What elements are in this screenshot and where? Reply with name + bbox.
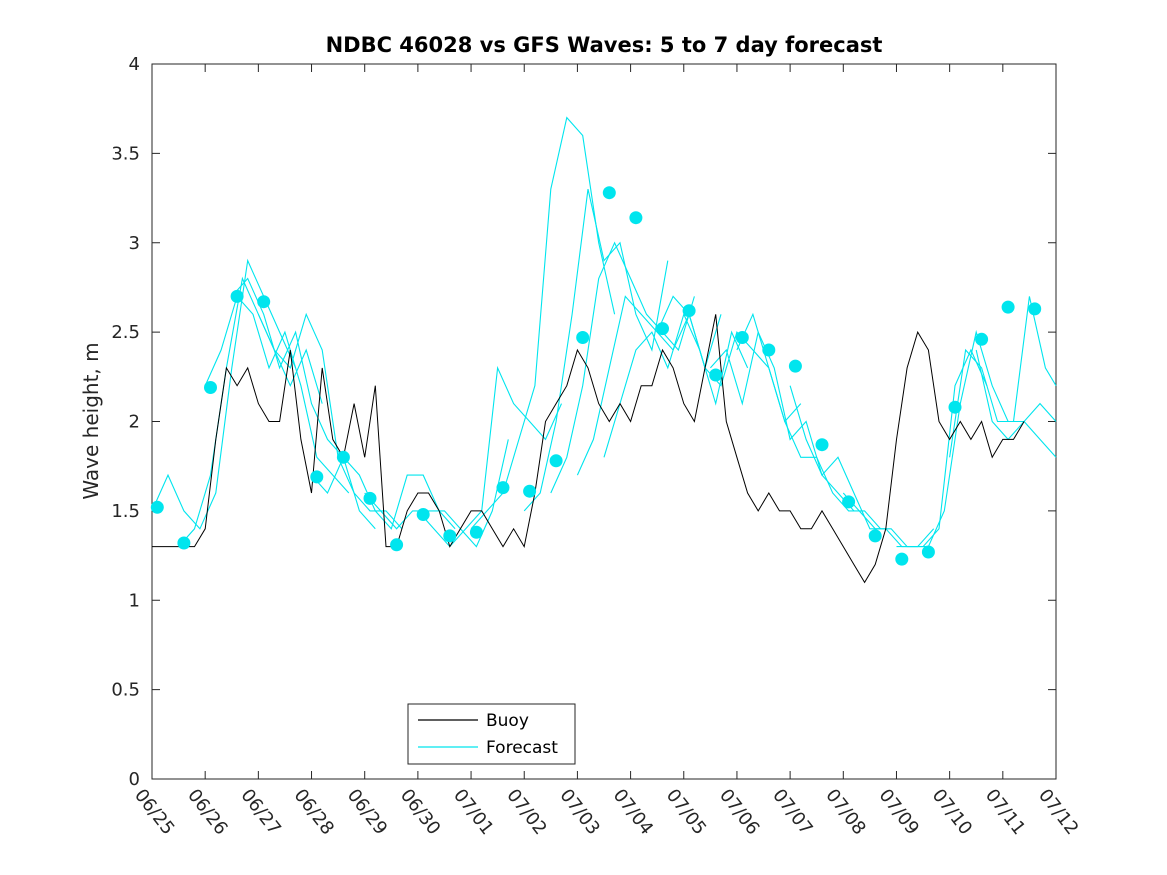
y-tick-label: 2.5 [111,322,140,343]
plot-frame [151,63,1057,780]
forecast-point [842,495,856,509]
forecast-line [470,116,616,530]
forecast-point [336,450,350,464]
forecast-point [735,331,749,344]
forecast-point [1001,300,1015,314]
forecast-line [550,241,695,494]
forecast-point [656,322,669,336]
x-tick-label: 07/07 [768,785,816,839]
y-tick-label: 1.5 [111,501,140,522]
x-tick-label: 07/03 [555,785,603,839]
legend-box [407,703,576,765]
forecast-point [150,500,164,514]
forecast-line [523,188,669,512]
y-tick-label: 0.5 [111,680,140,701]
forecast-point [416,508,430,521]
y-axis: 0 0.5 1 1.5 2 2.5 3 3.5 4 [111,54,1056,790]
x-tick-label: 07/08 [821,785,869,839]
forecast-line [311,456,456,530]
forecast-point [921,545,935,559]
forecast-point [496,481,510,495]
forecast-line [231,277,376,530]
buoy-series [152,314,1025,584]
x-tick-label: 06/27 [236,785,284,839]
forecast-line [204,295,350,494]
legend: Buoy Forecast [407,703,576,765]
forecast-point [576,331,590,344]
forecast-point [363,491,377,505]
forecast-point [257,295,271,309]
y-axis-label: Wave height, m [79,342,103,499]
forecast-point [815,438,829,452]
x-tick-label: 06/29 [343,785,391,839]
forecast-point [975,332,989,346]
y-tick-label: 4 [129,54,140,75]
x-tick-label: 07/12 [1034,785,1082,839]
forecast-point [602,186,616,200]
forecast-point [709,368,723,382]
x-tick-label: 07/04 [609,785,657,839]
y-tick-label: 3 [129,233,140,254]
forecast-line [417,365,563,548]
forecast-point [682,304,696,318]
chart-title: NDBC 46028 vs GFS Waves: 5 to 7 day fore… [326,33,883,57]
x-tick-label: 07/05 [662,785,710,839]
forecast-point [948,400,962,414]
forecast-point [443,529,457,543]
forecast-point [204,381,217,394]
y-tick-label: 0 [129,769,140,790]
forecast-line [603,312,749,458]
x-tick-label: 07/10 [928,785,976,839]
forecast-point [1028,302,1042,316]
y-tick-label: 1 [129,590,140,611]
forecast-line [364,439,509,548]
buoy-line [152,314,1025,584]
forecast-point [549,454,563,468]
forecast-points [150,186,1042,566]
x-tick-label: 07/02 [502,785,550,839]
forecast-line [257,312,403,530]
forecast-point [310,470,324,484]
y-tick-label: 2 [129,412,140,433]
x-tick-label: 06/26 [183,785,231,839]
x-tick-label: 07/06 [715,785,763,839]
forecast-point [230,289,244,303]
forecast-point [469,525,483,539]
forecast-line [178,276,323,547]
x-tick-label: 06/30 [396,785,444,839]
legend-label-forecast: Forecast [486,738,558,758]
x-tick-label: 06/25 [130,785,178,839]
x-tick-label: 07/01 [449,785,497,839]
forecast-point [523,484,537,498]
x-tick-label: 06/28 [290,785,338,839]
x-tick-label: 07/09 [875,785,923,839]
forecast-line [709,330,855,512]
forecast-point [390,538,404,552]
forecast-line [896,329,1057,548]
forecast-point [177,536,191,550]
forecast-point [629,211,643,225]
x-tick-label: 07/11 [981,785,1029,839]
forecast-line [949,296,1057,458]
forecast-point [788,359,802,373]
forecast-line [151,258,297,530]
forecast-series [151,116,1057,548]
y-tick-label: 3.5 [111,143,140,164]
forecast-line [736,312,881,530]
legend-label-buoy: Buoy [486,711,529,731]
forecast-point [895,552,909,566]
forecast-point [868,529,882,543]
forecast-point [762,343,776,357]
forecast-line [975,349,1057,458]
